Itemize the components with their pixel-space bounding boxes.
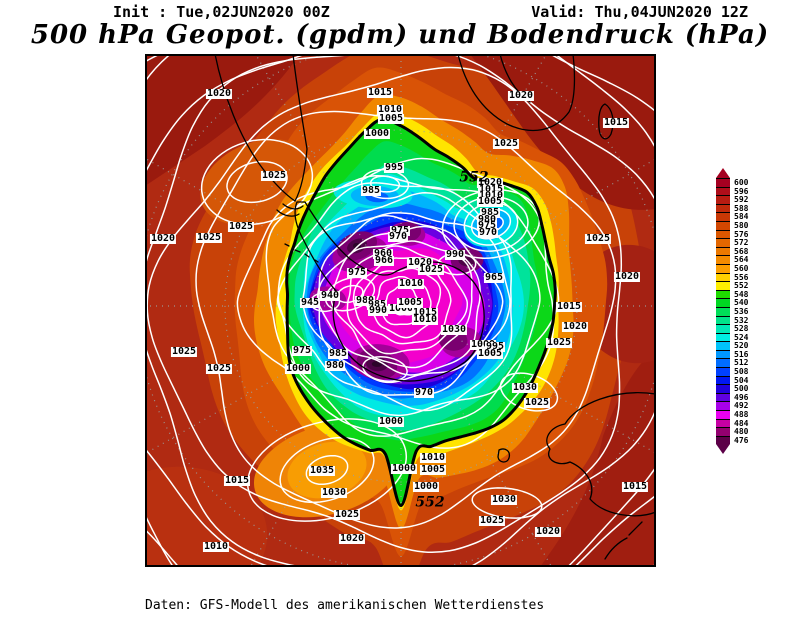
legend-row: 528: [716, 324, 748, 333]
map-art: [145, 54, 656, 567]
legend-row: 512: [716, 358, 748, 367]
legend-value-label: 524: [734, 332, 749, 342]
legend-value-label: 516: [734, 349, 749, 359]
legend-value-label: 528: [734, 324, 749, 334]
legend-row: 508: [716, 367, 748, 376]
weather-map: 1020 1015 1010 1005 1000 995 985 1025 1025 1020 10…: [145, 54, 656, 567]
legend-value-label: 540: [734, 298, 749, 308]
legend-value-label: 568: [734, 246, 749, 256]
legend-row: 492: [716, 401, 748, 410]
legend-value-label: 536: [734, 306, 749, 316]
legend-value-label: 556: [734, 272, 749, 282]
valid-time-label: Valid: Thu,04JUN2020 12Z: [531, 3, 748, 21]
legend-value-label: 580: [734, 220, 749, 230]
legend-value-label: 512: [734, 358, 749, 368]
legend-row: 564: [716, 255, 748, 264]
legend-value-label: 584: [734, 212, 749, 222]
legend-row: 556: [716, 272, 748, 282]
legend-row: 500: [716, 384, 748, 393]
footer-credits: Daten: GFS-Modell des amerikanischen Wet…: [145, 571, 544, 618]
legend-row: 532: [716, 315, 748, 325]
legend-value-label: 488: [734, 410, 749, 420]
legend-row: 524: [716, 332, 748, 342]
legend-value-label: 480: [734, 427, 749, 437]
legend-value-label: 560: [734, 263, 749, 273]
legend-row: 488: [716, 410, 748, 419]
legend-value-label: 600: [734, 178, 749, 187]
legend-row: 520: [716, 341, 748, 350]
legend-row: 496: [716, 392, 748, 402]
legend-value-label: 588: [734, 203, 749, 213]
legend-value-label: 504: [734, 375, 749, 385]
legend-value-label: 500: [734, 384, 749, 394]
map-border: [145, 54, 656, 567]
legend-row: 600: [716, 178, 748, 187]
legend-row: 580: [716, 220, 748, 230]
legend-value-label: 576: [734, 229, 749, 239]
legend-value-label: 492: [734, 401, 749, 411]
legend-row: 504: [716, 375, 748, 385]
chart-title: 500 hPa Geopot. (gpdm) und Bodendruck (h…: [30, 20, 770, 50]
legend-row: 588: [716, 203, 748, 213]
legend-value-label: 548: [734, 289, 749, 299]
legend-value-label: 496: [734, 392, 749, 402]
legend-row: 536: [716, 306, 748, 316]
legend-value-label: 552: [734, 281, 749, 291]
legend-arrow-up: [716, 168, 730, 178]
legend-value-label: 520: [734, 341, 749, 351]
legend-row: 516: [716, 349, 748, 359]
legend-row: 552: [716, 281, 748, 290]
legend-value-label: 484: [734, 418, 749, 428]
legend-value-label: 592: [734, 195, 749, 205]
legend-row: 560: [716, 263, 748, 273]
legend-row: 540: [716, 298, 748, 307]
weather-map-svg: [145, 54, 656, 567]
legend-row: 548: [716, 289, 748, 299]
legend-row: 596: [716, 186, 748, 196]
legend-row: 476: [716, 435, 748, 445]
legend-row: 576: [716, 229, 748, 239]
color-legend: 600 596 592 588 584 580 576 572 568 564 560 556 552 5…: [716, 168, 748, 455]
legend-value-label: 572: [734, 238, 749, 248]
legend-arrow-down: [716, 444, 730, 455]
footer-line-data-source: Daten: GFS-Modell des amerikanischen Wet…: [145, 598, 545, 613]
legend-row: 584: [716, 212, 748, 221]
legend-row: 480: [716, 427, 748, 436]
init-time-label: Init : Tue,02JUN2020 00Z: [113, 3, 330, 21]
legend-value-label: 532: [734, 315, 749, 325]
legend-row: 568: [716, 246, 748, 256]
legend-row: 592: [716, 195, 748, 204]
legend-value-label: 508: [734, 367, 749, 377]
legend-value-label: 476: [734, 435, 749, 445]
legend-value-label: 564: [734, 255, 749, 265]
legend-row: 572: [716, 238, 748, 247]
legend-row: 484: [716, 418, 748, 428]
legend-value-label: 596: [734, 186, 749, 196]
